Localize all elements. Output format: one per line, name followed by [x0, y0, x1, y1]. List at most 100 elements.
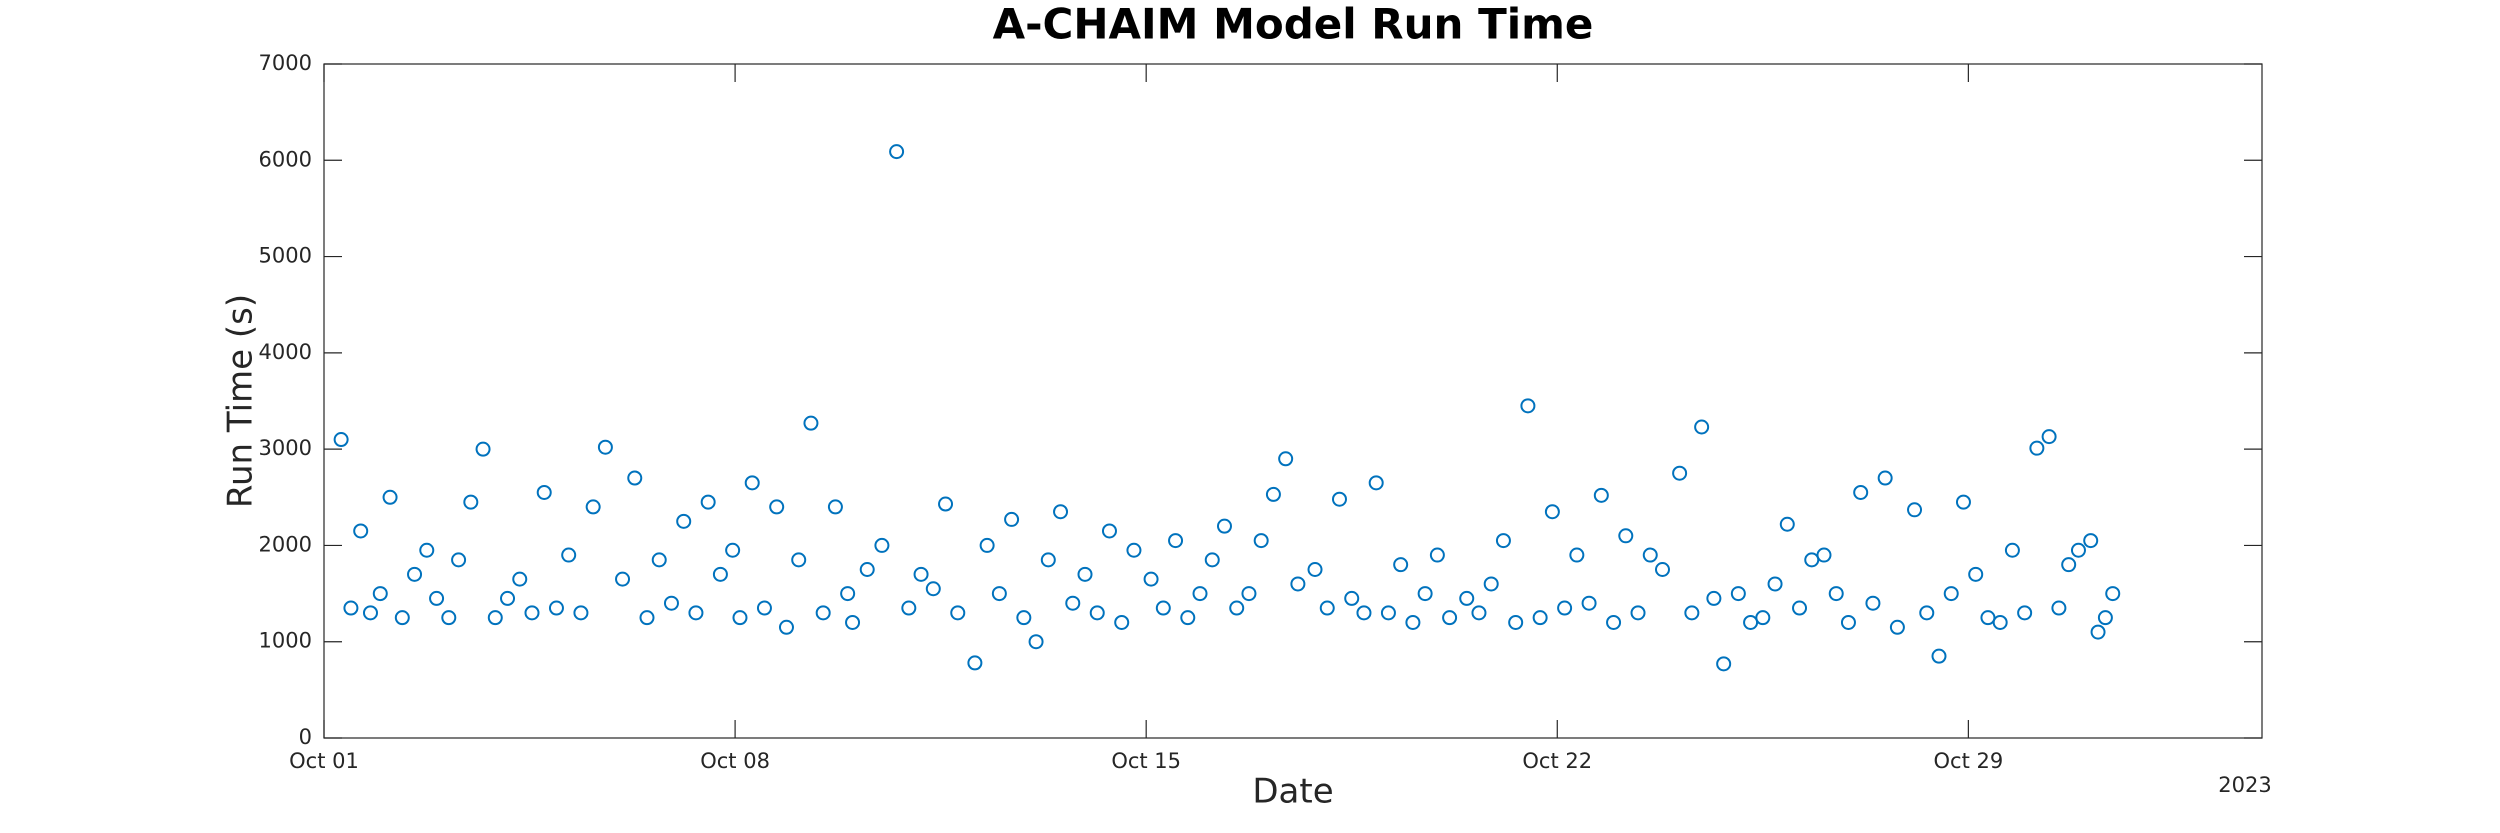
point — [1278, 451, 1294, 467]
point — [1040, 552, 1056, 568]
point — [419, 542, 435, 558]
y-tick-label: 4000 — [259, 340, 312, 364]
point — [2041, 429, 2057, 445]
point — [925, 581, 941, 597]
point — [663, 595, 679, 611]
point — [524, 605, 540, 621]
point — [725, 542, 741, 558]
point — [712, 566, 728, 582]
point — [573, 605, 589, 621]
point — [769, 499, 785, 515]
point — [700, 494, 716, 510]
point — [1053, 504, 1069, 520]
point — [627, 470, 643, 486]
point — [1089, 605, 1105, 621]
point — [1943, 586, 1959, 602]
y-axis-label: Run Time (s) — [221, 294, 261, 508]
point — [1356, 605, 1372, 621]
point — [1642, 547, 1658, 563]
point — [1114, 614, 1130, 630]
point — [585, 499, 601, 515]
point — [913, 566, 929, 582]
point — [597, 439, 613, 455]
point — [1307, 562, 1323, 577]
point — [463, 494, 479, 510]
point — [1331, 491, 1347, 507]
y-tick-label: 5000 — [259, 244, 312, 268]
point — [756, 600, 772, 616]
plot-frame — [323, 63, 2263, 739]
point — [676, 513, 692, 529]
x-tick-label: Oct 15 — [1111, 749, 1181, 773]
point — [1442, 610, 1458, 626]
point — [407, 566, 423, 582]
point — [1065, 595, 1081, 611]
x-axis-label: Date — [1252, 772, 1333, 812]
point — [1630, 605, 1646, 621]
point — [688, 605, 704, 621]
point — [1816, 547, 1832, 563]
point — [333, 432, 349, 448]
point — [2051, 600, 2067, 616]
point — [651, 552, 667, 568]
point — [1241, 586, 1257, 602]
point — [744, 475, 760, 491]
point — [512, 571, 528, 587]
point — [1126, 542, 1142, 558]
point — [778, 619, 794, 635]
point — [1253, 533, 1269, 549]
point — [1755, 610, 1771, 626]
point — [1028, 634, 1044, 650]
point — [1265, 486, 1281, 502]
point — [2017, 605, 2033, 621]
point — [1483, 576, 1499, 592]
point — [1593, 487, 1609, 503]
point — [1828, 586, 1844, 602]
point — [938, 496, 954, 512]
point — [1405, 614, 1421, 630]
point — [475, 441, 491, 457]
y-tick-label: 7000 — [259, 51, 312, 75]
point — [2097, 610, 2113, 626]
point — [1706, 590, 1722, 606]
point — [845, 614, 861, 630]
point — [548, 600, 564, 616]
x-year-label: 2023 — [2218, 773, 2271, 797]
point — [353, 523, 369, 539]
y-tick-label: 1000 — [259, 629, 312, 653]
y-tick-label: 6000 — [259, 147, 312, 171]
point — [840, 586, 856, 602]
point — [394, 610, 410, 626]
point — [1716, 656, 1732, 672]
point — [901, 600, 917, 616]
point — [1380, 605, 1396, 621]
point — [615, 571, 631, 587]
point — [827, 499, 843, 515]
point — [343, 600, 359, 616]
x-tick-label: Oct 01 — [289, 749, 359, 773]
point — [791, 552, 807, 568]
point — [2083, 533, 2099, 549]
point — [1544, 504, 1560, 520]
point — [1508, 614, 1524, 630]
point — [1730, 586, 1746, 602]
point — [561, 547, 577, 563]
point — [1840, 614, 1856, 630]
point — [991, 586, 1007, 602]
point — [1155, 600, 1171, 616]
point — [2090, 624, 2106, 640]
point — [950, 605, 966, 621]
point — [1290, 576, 1306, 592]
point — [441, 610, 457, 626]
point — [1393, 557, 1409, 573]
point — [1865, 595, 1881, 611]
point — [967, 655, 983, 671]
point — [1992, 614, 2008, 630]
point — [1907, 502, 1923, 518]
point — [1495, 533, 1511, 549]
point — [2004, 542, 2020, 558]
point — [1368, 475, 1384, 491]
point — [382, 489, 398, 505]
point — [1532, 610, 1548, 626]
